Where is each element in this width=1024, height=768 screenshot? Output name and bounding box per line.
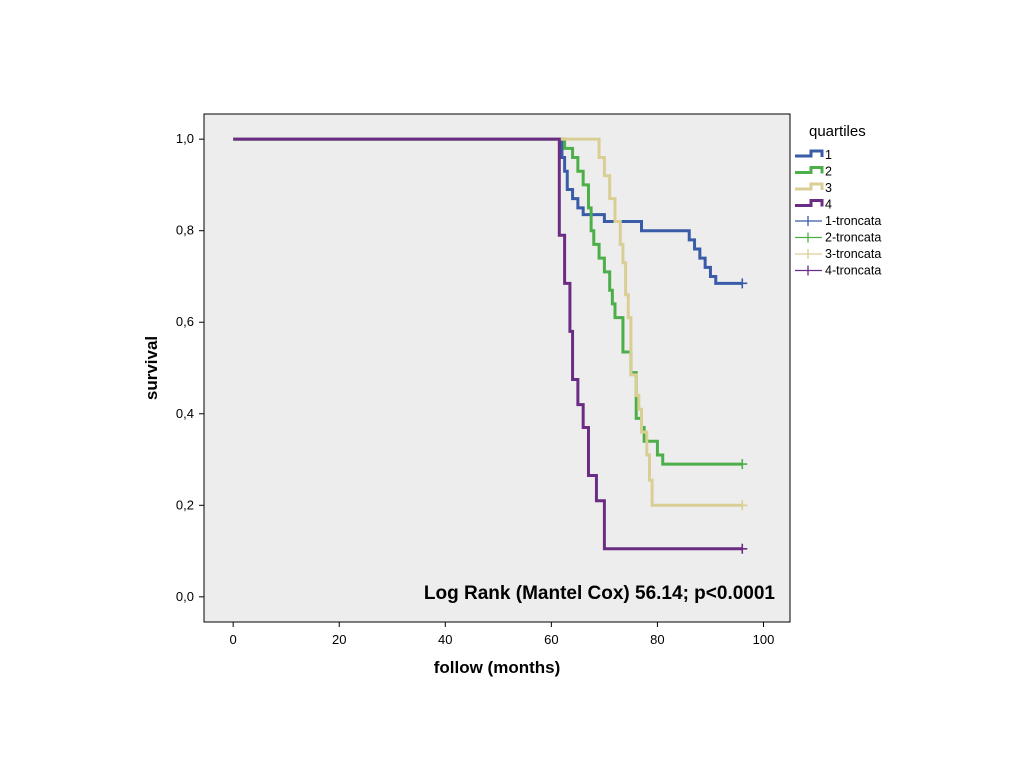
legend-label: 3-troncata [825, 247, 881, 261]
x-tick-label: 80 [650, 632, 664, 647]
legend-label: 2-troncata [825, 231, 881, 245]
legend-label: 1-troncata [825, 214, 881, 228]
legend-label: 4 [825, 198, 832, 212]
x-axis-title: follow (months) [434, 658, 561, 677]
y-tick-label: 0,8 [176, 223, 194, 238]
series-4-censor-mark [737, 543, 748, 554]
series-4-line [233, 137, 743, 551]
legend-item: 1 [795, 148, 832, 162]
x-tick-label: 100 [753, 632, 775, 647]
legend-swatch-series-2 [795, 166, 824, 174]
legend-title: quartiles [809, 123, 866, 140]
y-tick-label: 0,4 [176, 406, 194, 421]
legend-label: 1 [825, 148, 832, 162]
legend-item: 2 [795, 165, 832, 179]
legend-item: 3 [795, 181, 832, 195]
x-tick-label: 40 [438, 632, 452, 647]
legend: quartiles 1 2 3 4 1-troncata 2-troncata 3-tron… [795, 123, 881, 278]
axes-layer: 0 20 40 60 80 100 0,0 0,2 0,4 0,6 0,8 1,0 [176, 131, 774, 647]
series-1-line [233, 137, 743, 285]
x-tick-label: 60 [544, 632, 558, 647]
legend-item: 4 [795, 198, 832, 212]
x-tick-label: 0 [230, 632, 237, 647]
legend-label: 4-troncata [825, 264, 881, 278]
legend-label: 2 [825, 165, 832, 179]
y-tick-label: 0,6 [176, 314, 194, 329]
legend-item: 3-troncata [795, 247, 881, 261]
y-tick-label: 0,0 [176, 589, 194, 604]
series-3-censor-mark [737, 500, 748, 511]
legend-swatch-series-3 [795, 182, 824, 191]
y-tick-label: 1,0 [176, 131, 194, 146]
log-rank-annotation: Log Rank (Mantel Cox) 56.14; p<0.0001 [424, 583, 776, 604]
y-tick-label: 0,2 [176, 497, 194, 512]
series-1-censor-mark [737, 278, 748, 289]
series-3-line [233, 137, 743, 507]
x-tick-label: 20 [332, 632, 346, 647]
plot-area [203, 113, 791, 623]
legend-item: 1-troncata [795, 214, 881, 228]
series-layer [233, 137, 748, 554]
legend-label: 3 [825, 181, 832, 195]
y-axis-title: survival [142, 336, 161, 400]
legend-item: 4-troncata [795, 264, 881, 278]
legend-item: 2-troncata [795, 231, 881, 245]
legend-swatch-series-4 [795, 199, 824, 207]
series-2-censor-mark [737, 459, 748, 470]
legend-swatch-series-1 [795, 149, 824, 158]
